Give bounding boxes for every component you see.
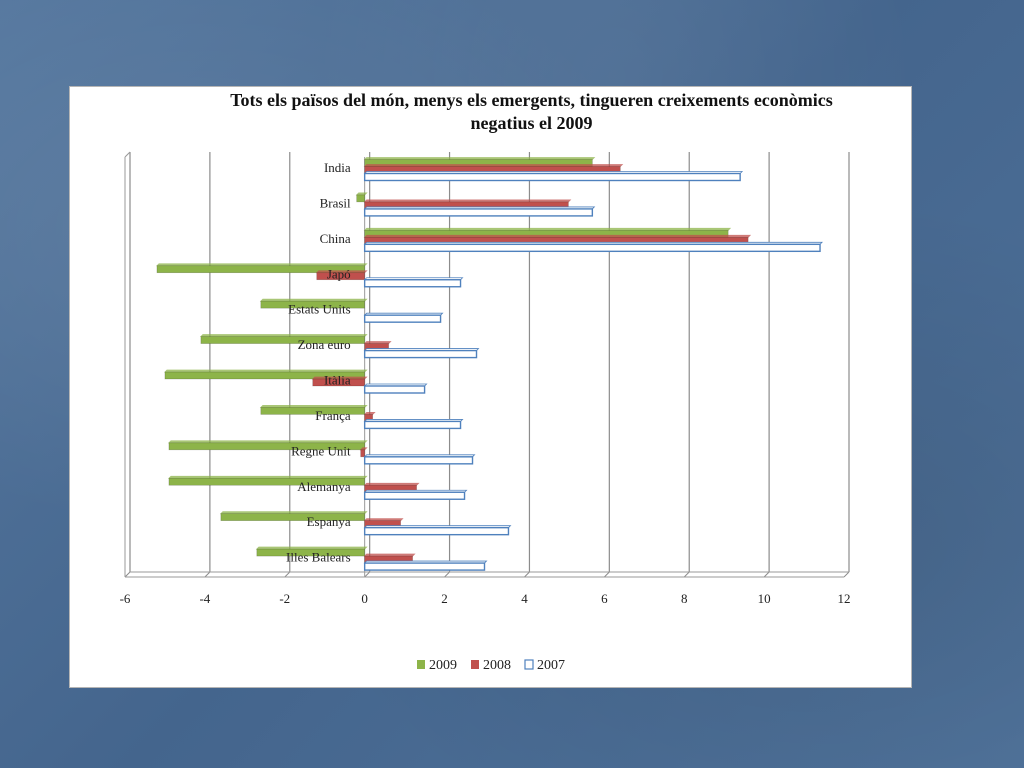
category-label: Regne Unit (291, 443, 351, 458)
bar-2009 (260, 300, 365, 309)
floor-tick-line (284, 571, 291, 578)
bar-chart: -6 -4 -2 0 2 4 6 8 10 12 India Brasil China Japó Estat… (120, 151, 851, 673)
chart-title-line-1: Tots els països del món, menys els emerg… (230, 90, 833, 110)
bar-top-face (363, 227, 732, 231)
bar-top-face (363, 164, 624, 167)
left-wall-top (124, 151, 131, 158)
x-tick-label: 2 (441, 591, 448, 606)
bar-2007 (363, 172, 741, 182)
bar-2008 (360, 449, 365, 458)
legend-label-2008: 2008 (483, 658, 511, 673)
bar-2009 (156, 265, 365, 274)
x-tick-label: 0 (361, 591, 368, 606)
bar-2009 (260, 407, 365, 415)
floor-tick-line (204, 571, 211, 578)
category-label: Alemanya (297, 479, 351, 494)
legend-label-2009: 2009 (429, 658, 457, 673)
category-label: Itàlia (324, 373, 351, 388)
bar-top-face (363, 341, 392, 344)
category-label: Japó (327, 266, 351, 281)
floor-tick-line (124, 571, 131, 578)
floor-tick-line (444, 571, 450, 578)
bar-top-face (363, 157, 596, 160)
floor-tick-line (683, 571, 690, 578)
bar-2009 (164, 371, 365, 380)
floor-tick-line (364, 571, 371, 578)
chart-title: Tots els països del món, menys els emerg… (70, 89, 913, 135)
bar-2007 (363, 208, 594, 217)
x-tick-label: 6 (601, 591, 608, 606)
bar-2009 (168, 477, 365, 486)
bar-2007 (363, 456, 474, 465)
bar-2009 (356, 194, 365, 203)
bar-2008 (316, 272, 365, 281)
x-tick-label: -2 (279, 591, 290, 606)
legend-swatch-2007 (524, 659, 534, 670)
category-label: Zona euro (298, 337, 351, 352)
category-label: China (320, 231, 351, 246)
chart-panel: Tots els països del món, menys els emerg… (69, 86, 912, 688)
category-label: França (315, 408, 351, 423)
bar-2007 (363, 385, 426, 394)
bar-top-face (355, 192, 368, 196)
x-tick-label: 8 (681, 591, 688, 606)
x-tick-label: -6 (120, 591, 131, 606)
bar-2007 (363, 279, 462, 288)
category-label: Brasil (320, 195, 351, 210)
bar-2009 (168, 442, 365, 451)
category-label: Espanya (307, 514, 351, 529)
x-tick-label: -4 (199, 591, 210, 606)
bar-2009 (200, 336, 365, 344)
floor-tick-line (763, 571, 770, 578)
bar-2007 (363, 562, 486, 571)
floor-tick-line (843, 571, 850, 578)
bar-2007 (363, 243, 821, 253)
bar-top-face (363, 518, 404, 522)
category-label: Estats Units (288, 302, 350, 317)
bar-top-face (363, 234, 752, 238)
x-tick-label: 4 (521, 591, 528, 606)
bar-2009 (256, 548, 365, 557)
x-tick-label: 10 (758, 591, 771, 606)
legend-label-2007: 2007 (537, 658, 565, 673)
bar-2007 (363, 491, 466, 500)
bar-top-face (363, 199, 572, 203)
category-label: India (324, 160, 351, 175)
bar-2007 (363, 526, 510, 536)
chart-title-line-2: negatius el 2009 (470, 113, 593, 133)
bar-2008 (312, 378, 365, 387)
floor-tick-line (524, 571, 530, 578)
x-tick-label: 12 (838, 591, 851, 606)
bar-2007 (363, 420, 462, 430)
bar-2007 (363, 314, 442, 323)
legend-swatch-2009 (417, 660, 425, 669)
legend-swatch-2008 (471, 660, 479, 669)
bar-2009 (220, 513, 365, 521)
floor-tick-line (603, 571, 610, 578)
category-label: Illes Balears (286, 550, 351, 565)
bar-2007 (363, 349, 478, 359)
